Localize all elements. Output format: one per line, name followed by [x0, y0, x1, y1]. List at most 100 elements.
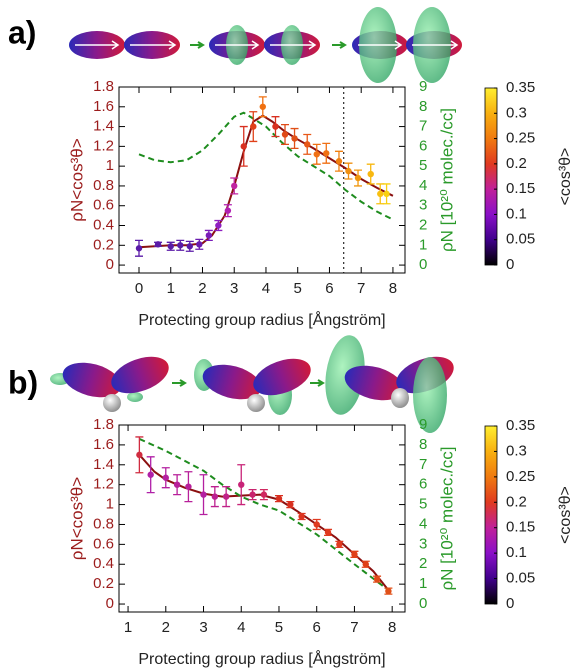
colorbar-tick-label: 0 [506, 256, 514, 273]
colorbar [484, 87, 498, 266]
y-tick-label: 0.2 [93, 236, 114, 253]
y2-tick-label: 7 [419, 456, 427, 473]
x-tick-label: 2 [162, 619, 170, 636]
data-point [383, 190, 390, 198]
y-axis-label: ρN<cos³θ> [67, 477, 86, 560]
data-point [196, 241, 203, 248]
data-point [222, 493, 230, 500]
x-tick-label: 7 [357, 280, 365, 297]
data-point [323, 150, 330, 157]
y-tick-label: 0.8 [93, 177, 114, 194]
y2-tick-label: 4 [419, 515, 427, 532]
data-point [367, 170, 374, 178]
colorbar-tick-label: 0.1 [506, 544, 527, 561]
x-tick-label: 1 [124, 619, 132, 636]
y-tick-label: 0.6 [93, 197, 114, 214]
data-point [185, 483, 192, 490]
data-point [336, 541, 343, 548]
data-point [373, 575, 381, 583]
y2-tick-label: 6 [419, 137, 427, 154]
data-point [186, 243, 193, 250]
data-point [167, 243, 174, 250]
data-point [291, 135, 298, 142]
y2-tick-label: 0 [419, 256, 427, 273]
colorbar-tick-label: 0.15 [506, 519, 535, 536]
y2-tick-label: 1 [419, 236, 427, 253]
y-tick-label: 1 [106, 496, 114, 513]
x-tick-label: 3 [230, 280, 238, 297]
x-tick-label: 4 [237, 619, 245, 636]
y-tick-label: 1.8 [93, 416, 114, 433]
data-point [135, 245, 143, 252]
data-point [362, 561, 369, 568]
y2-tick-label: 1 [419, 575, 427, 592]
data-point [345, 167, 352, 175]
data-point [377, 190, 384, 198]
colorbar-tick-label: 0.05 [506, 231, 535, 248]
y-tick-label: 1.4 [93, 118, 114, 135]
y-tick-label: 1.8 [93, 78, 114, 95]
data-point [224, 207, 232, 214]
colorbar-tick-label: 0.15 [506, 180, 535, 197]
plot-frame [118, 86, 406, 274]
data-point [324, 529, 332, 536]
colorbar-tick-label: 0.3 [506, 442, 527, 459]
y2-tick-label: 4 [419, 177, 427, 194]
x-tick-label: 0 [135, 280, 143, 297]
data-point [205, 232, 213, 239]
y2-tick-label: 0 [419, 595, 427, 612]
x-tick-label: 5 [294, 280, 302, 297]
colorbar-tick-label: 0.2 [506, 493, 527, 510]
x-tick-label: 3 [199, 619, 207, 636]
data-point [313, 151, 320, 158]
y2-axis-label: ρN [10²⁰ molec./cc] [437, 446, 456, 590]
y-tick-label: 0.8 [93, 515, 114, 532]
y-tick-label: 0.6 [93, 535, 114, 552]
x-tick-label: 4 [262, 280, 270, 297]
fit-line [138, 114, 394, 249]
y-tick-label: 0.2 [93, 575, 114, 592]
y-axis-label: ρN<cos³θ> [67, 138, 86, 221]
y-tick-label: 1.2 [93, 137, 114, 154]
data-point [260, 491, 268, 498]
y2-tick-label: 3 [419, 197, 427, 214]
data-point [259, 103, 266, 110]
colorbar-tick-label: 0.25 [506, 130, 535, 147]
x-tick-label: 7 [350, 619, 358, 636]
cartoon-a [69, 7, 462, 83]
y2-tick-label: 5 [419, 496, 427, 513]
data-point [250, 123, 257, 130]
cartoon-b [50, 335, 454, 433]
colorbar-label: <cos³θ> [557, 486, 574, 544]
y-tick-label: 0 [106, 595, 114, 612]
y-tick-label: 1.4 [93, 456, 114, 473]
y2-tick-label: 2 [419, 216, 427, 233]
y2-tick-label: 8 [419, 98, 427, 115]
data-point [215, 222, 222, 229]
data-point [240, 143, 247, 150]
y2-tick-label: 9 [419, 78, 427, 95]
y2-tick-label: 2 [419, 555, 427, 572]
x-tick-label: 8 [389, 280, 397, 297]
y-tick-label: 1.6 [93, 436, 114, 453]
panel-label: b) [8, 364, 38, 400]
x-tick-label: 1 [167, 280, 175, 297]
colorbar-tick-label: 0.35 [506, 417, 535, 434]
density-line [138, 438, 390, 591]
y2-tick-label: 9 [419, 416, 427, 433]
x-tick-label: 2 [198, 280, 206, 297]
colorbar-tick-label: 0.05 [506, 570, 535, 587]
data-point [385, 587, 392, 595]
data-point [304, 141, 311, 148]
data-point [211, 493, 219, 500]
data-point [275, 495, 283, 502]
data-point [162, 474, 169, 481]
data-point [298, 513, 305, 520]
y2-axis-label: ρN [10²⁰ molec./cc] [437, 108, 456, 252]
y-tick-label: 1 [106, 157, 114, 174]
data-point [272, 123, 279, 130]
data-point [136, 451, 143, 459]
panel-label: a) [8, 14, 36, 50]
y2-tick-label: 5 [419, 157, 427, 174]
y2-tick-label: 8 [419, 436, 427, 453]
